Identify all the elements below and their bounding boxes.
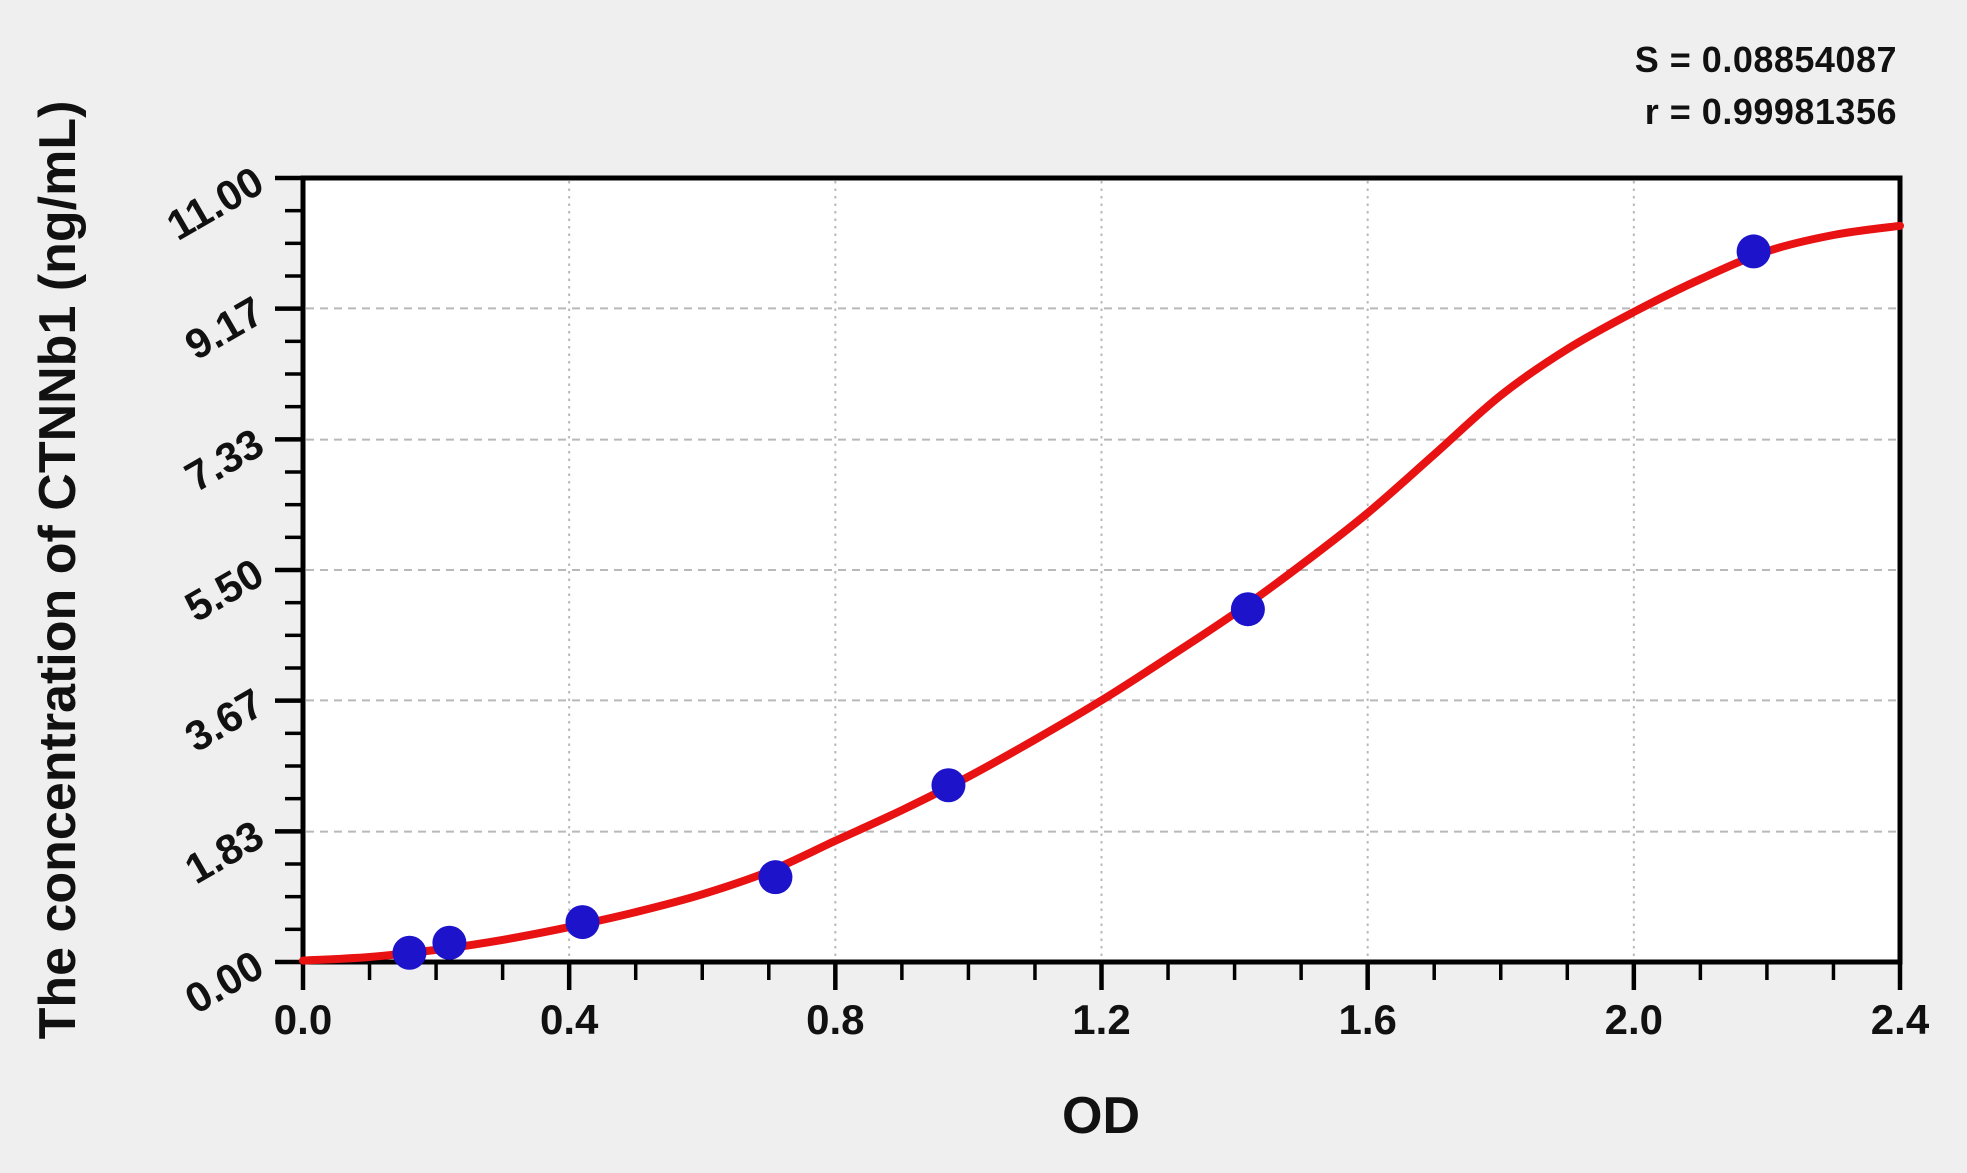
x-tick-label: 1.2 [1072, 996, 1131, 1043]
fit-statistics: S = 0.08854087 r = 0.99981356 [1635, 34, 1897, 138]
data-point [1736, 234, 1771, 269]
x-axis-title: OD [1062, 1087, 1140, 1145]
plot-border [300, 175, 1903, 965]
x-tick-label: 2.0 [1604, 996, 1664, 1043]
data-point [1230, 592, 1265, 627]
data-point [432, 925, 467, 960]
y-axis-title: The concentration of CTNNb1 (ng/mL) [29, 100, 87, 1040]
data-point [758, 860, 793, 895]
data-point [931, 768, 966, 803]
data-point [392, 935, 427, 970]
x-tick-label: 0.8 [806, 996, 865, 1043]
x-tick-label: 1.6 [1338, 996, 1397, 1043]
stat-r-value: r = 0.99981356 [1644, 91, 1897, 132]
x-tick-label: 0.4 [539, 996, 599, 1043]
x-tick-label: 0.0 [273, 996, 333, 1043]
stat-s-value: S = 0.08854087 [1634, 39, 1897, 80]
x-tick-label: 2.4 [1870, 996, 1930, 1043]
data-point [565, 905, 600, 940]
